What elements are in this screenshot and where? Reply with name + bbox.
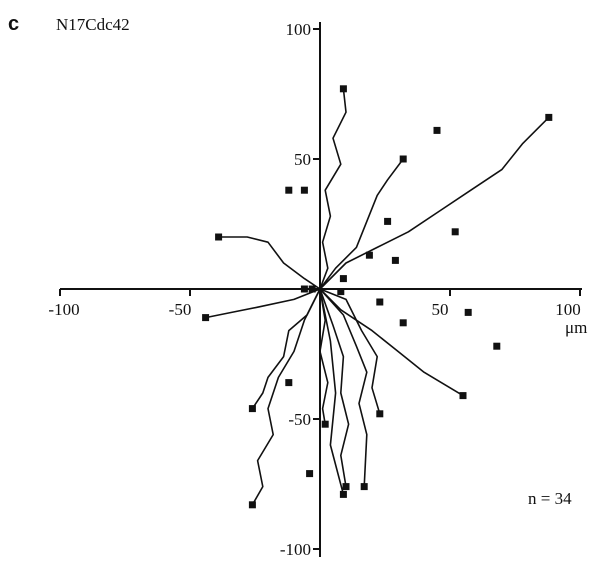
cell-track-13 <box>319 288 345 495</box>
y-tick-label: 50 <box>294 150 311 169</box>
endpoint-17 <box>464 308 472 316</box>
cell-track-12 <box>319 288 381 415</box>
x-tick-label: 50 <box>432 300 449 319</box>
endpoint-8 <box>451 228 459 236</box>
endpoint-26 <box>306 470 314 478</box>
endpoint-29 <box>339 490 347 498</box>
endpoint-10 <box>365 251 373 259</box>
endpoint-13 <box>300 285 308 293</box>
chart-title: N17Cdc42 <box>56 15 130 34</box>
endpoint-16 <box>376 298 384 306</box>
y-tick-label: 100 <box>286 20 312 39</box>
endpoint-11 <box>391 256 399 264</box>
endpoint-9 <box>215 233 223 241</box>
endpoint-4 <box>399 155 407 163</box>
ticks-layer: -100 -50 50 100 100 50 -50 -100 <box>48 20 581 559</box>
endpoint-7 <box>384 217 392 225</box>
endpoint-3 <box>545 113 553 121</box>
endpoint-1 <box>339 85 347 93</box>
endpoint-14 <box>308 285 316 293</box>
cell-track-10 <box>319 288 368 487</box>
y-tick-label: -100 <box>280 540 311 559</box>
endpoint-28 <box>342 483 350 491</box>
endpoint-12 <box>339 275 347 283</box>
endpoint-21 <box>285 379 293 387</box>
x-tick-label: -100 <box>48 300 79 319</box>
cell-track-9 <box>319 288 350 487</box>
endpoint-6 <box>300 186 308 194</box>
endpoint-20 <box>493 342 501 350</box>
endpoints-layer <box>202 85 553 509</box>
cell-track-11 <box>319 288 464 397</box>
cell-track-4 <box>218 236 321 290</box>
panel-label: c <box>8 13 19 35</box>
cell-track-5 <box>205 288 321 319</box>
cell-track-3 <box>319 116 550 290</box>
cell-track-1 <box>319 88 347 290</box>
endpoint-27 <box>360 483 368 491</box>
endpoint-2 <box>433 126 441 134</box>
endpoint-25 <box>321 420 329 428</box>
y-tick-label: -50 <box>288 410 311 429</box>
cell-track-7 <box>251 288 321 506</box>
endpoint-23 <box>248 405 256 413</box>
sample-size-annotation: n = 34 <box>528 489 572 508</box>
endpoint-5 <box>285 186 293 194</box>
endpoint-30 <box>248 501 256 509</box>
x-tick-label: -50 <box>169 300 192 319</box>
endpoint-18 <box>399 319 407 327</box>
cell-track-2 <box>319 158 404 290</box>
cell-track-8 <box>319 288 329 425</box>
tracks-layer <box>205 88 550 506</box>
x-tick-label: 100 <box>555 300 581 319</box>
endpoint-19 <box>202 314 210 322</box>
endpoint-24 <box>376 410 384 418</box>
x-axis-label: μm <box>565 318 587 337</box>
endpoint-15 <box>337 288 345 296</box>
endpoint-22 <box>459 392 467 400</box>
